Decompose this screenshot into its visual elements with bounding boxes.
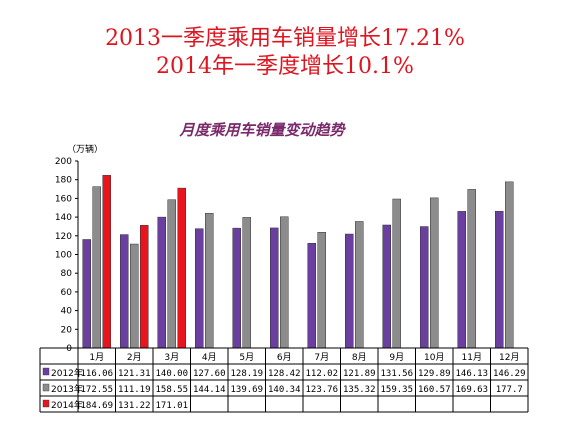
x-tick-label: 5月 [239, 352, 254, 363]
x-tick-label: 7月 [314, 352, 329, 363]
y-tick-label: 0 [66, 344, 72, 354]
bar-2012年-3月 [157, 216, 166, 349]
data-label: 159.35 [380, 385, 413, 395]
x-tick-label: 1月 [89, 352, 104, 363]
data-label: 146.13 [455, 369, 488, 379]
data-label: 123.76 [305, 385, 338, 395]
x-tick-label: 3月 [164, 352, 179, 363]
y-tick-label: 100 [55, 251, 72, 261]
bar-2014年-1月 [102, 175, 111, 349]
legend-label-2013年: 2013年 [51, 383, 83, 395]
data-label: 140.00 [155, 369, 188, 379]
bar-2013年-12月 [505, 181, 514, 349]
bar-2012年-4月 [195, 228, 204, 349]
y-tick-label: 40 [61, 307, 73, 317]
x-tick-label: 6月 [277, 352, 292, 363]
bar-2012年-10月 [420, 226, 429, 349]
data-label: 140.34 [268, 385, 301, 395]
y-tick-label: 200 [55, 157, 72, 167]
bar-2013年-5月 [242, 217, 251, 349]
data-label: 135.32 [343, 385, 376, 395]
bar-2014年-2月 [140, 225, 149, 349]
data-label: 184.69 [80, 401, 113, 411]
headline-line-1: 2013一季度乘用车销量增长17.21% [105, 26, 465, 51]
data-label: 129.89 [418, 369, 451, 379]
legend-swatch-2014年 [42, 399, 50, 408]
bar-2013年-10月 [430, 197, 439, 349]
data-label: 158.55 [155, 385, 188, 395]
data-label: 177.7 [496, 385, 523, 395]
bar-2012年-11月 [457, 211, 466, 349]
x-tick-label: 11月 [462, 352, 482, 363]
data-label: 169.63 [455, 385, 488, 395]
x-tick-label: 12月 [499, 352, 519, 363]
bar-2012年-7月 [307, 243, 316, 349]
y-tick-label: 140 [55, 213, 72, 223]
bar-2013年-3月 [167, 199, 176, 349]
y-tick-label: 180 [55, 176, 72, 186]
data-label: 160.57 [418, 385, 451, 395]
data-label: 172.55 [80, 385, 113, 395]
legend-label-2014年: 2014年 [51, 399, 83, 411]
y-tick-label: 60 [61, 288, 73, 298]
bar-2012年-6月 [270, 227, 279, 349]
bar-2012年-5月 [232, 227, 241, 349]
x-tick-label: 10月 [424, 352, 444, 363]
bar-2013年-2月 [130, 243, 139, 349]
bar-2012年-9月 [382, 224, 391, 349]
x-tick-label: 8月 [352, 352, 367, 363]
bar-2013年-9月 [392, 198, 401, 349]
data-label: 171.01 [155, 401, 188, 411]
data-label: 121.31 [118, 369, 151, 379]
data-label: 111.19 [118, 385, 151, 395]
y-tick-label: 160 [55, 194, 72, 204]
x-tick-label: 2月 [127, 352, 142, 363]
data-label: 116.06 [80, 369, 113, 379]
bar-2012年-1月 [82, 239, 91, 349]
bar-2013年-1月 [92, 186, 101, 349]
data-label: 128.42 [268, 369, 301, 379]
data-label: 112.02 [305, 369, 338, 379]
data-label: 128.19 [230, 369, 263, 379]
data-label: 131.56 [380, 369, 413, 379]
headline-line-2: 2014年一季度增长10.1% [156, 54, 414, 79]
data-label: 139.69 [230, 385, 263, 395]
bar-2013年-4月 [205, 212, 214, 349]
data-label: 127.60 [193, 369, 226, 379]
y-tick-label: 80 [61, 269, 73, 279]
x-tick-label: 4月 [202, 352, 217, 363]
data-label: 131.22 [118, 401, 151, 411]
x-tick-label: 9月 [389, 352, 404, 363]
y-tick-label: 120 [55, 232, 72, 242]
legend-label-2012年: 2012年 [51, 367, 83, 379]
y-tick-label: 20 [61, 325, 73, 335]
bar-2013年-7月 [317, 232, 326, 349]
y-axis-unit: （万辆） [67, 143, 103, 155]
bar-2012年-2月 [120, 234, 129, 349]
bar-2014年-3月 [177, 187, 186, 349]
bar-2013年-6月 [280, 216, 289, 349]
legend-swatch-2013年 [42, 383, 50, 392]
data-label: 121.89 [343, 369, 376, 379]
bar-2013年-11月 [467, 189, 476, 349]
bar-2012年-12月 [495, 210, 504, 349]
chart-title: 月度乘用车销量变动趋势 [178, 121, 346, 139]
data-label: 146.29 [493, 369, 526, 379]
bar-2012年-8月 [345, 233, 354, 349]
data-label: 144.14 [193, 385, 226, 395]
bar-2013年-8月 [355, 221, 364, 349]
legend-swatch-2012年 [42, 367, 50, 376]
